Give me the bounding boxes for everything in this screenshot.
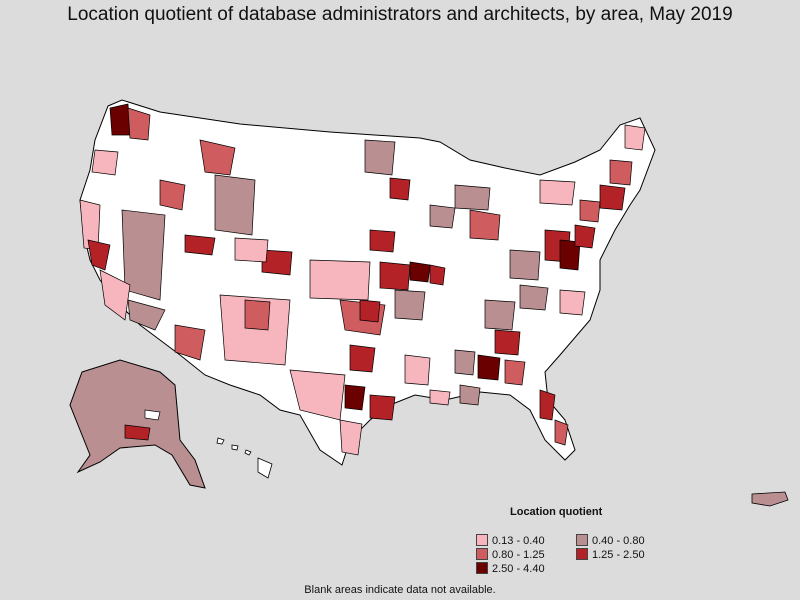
legend-swatch — [476, 534, 488, 546]
area-regions — [79, 103, 646, 456]
legend-item: 0.80 - 1.25 — [476, 548, 545, 561]
legend-title: Location quotient — [510, 506, 603, 518]
footnote: Blank areas indicate data not available. — [304, 584, 496, 596]
puerto-rico-outline — [751, 491, 789, 507]
legend-label: 1.25 - 2.50 — [592, 549, 645, 561]
alaska-outline — [69, 359, 206, 489]
legend-item: 0.13 - 0.40 — [476, 534, 545, 547]
alaska-regions — [124, 409, 161, 441]
hawaii-islands — [216, 437, 273, 479]
legend-item: 1.25 - 2.50 — [576, 548, 645, 561]
legend-swatch — [576, 534, 588, 546]
legend-item: 2.50 - 4.40 — [476, 562, 545, 575]
legend-label: 0.40 - 0.80 — [592, 535, 645, 547]
map-title: Location quotient of database administra… — [67, 4, 733, 25]
map-legend: Location quotient 0.13 - 0.40 0.40 - 0.8… — [470, 506, 680, 576]
legend-label: 0.80 - 1.25 — [492, 549, 545, 561]
legend-label: 0.13 - 0.40 — [492, 535, 545, 547]
legend-label: 2.50 - 4.40 — [492, 563, 545, 575]
legend-swatch — [576, 548, 588, 560]
legend-swatch — [476, 562, 488, 574]
legend-item: 0.40 - 0.80 — [576, 534, 645, 547]
legend-swatch — [476, 548, 488, 560]
